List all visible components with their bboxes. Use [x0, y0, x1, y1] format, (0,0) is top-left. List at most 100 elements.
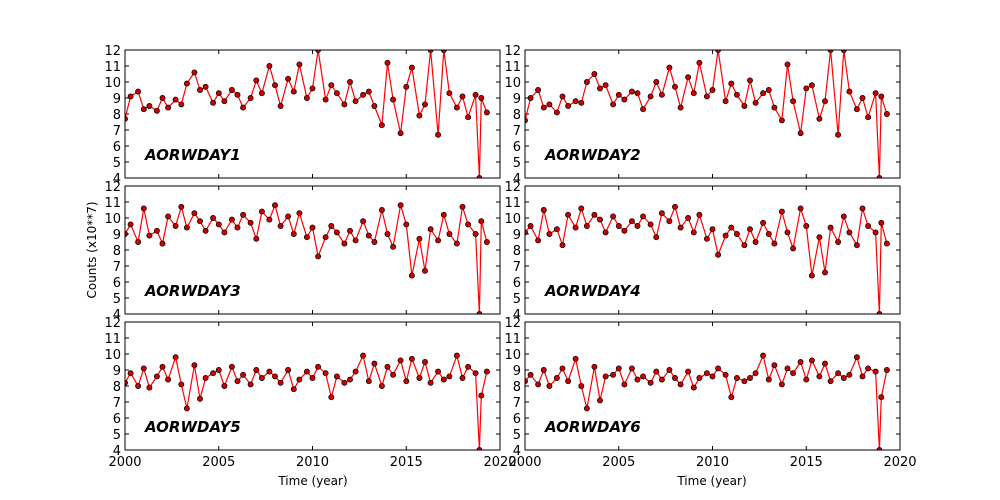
data-point [583, 79, 590, 85]
data-point [140, 205, 147, 212]
data-point [859, 205, 866, 212]
x-tick-label: 2020 [883, 455, 916, 470]
data-point [540, 207, 547, 213]
data-point [127, 221, 134, 228]
data-point [290, 386, 297, 393]
y-tick-label: 7 [513, 396, 521, 411]
data-point [191, 362, 198, 369]
data-point [846, 371, 853, 378]
data-point [328, 394, 335, 401]
data-point [765, 231, 772, 237]
y-tick-label: 6 [113, 276, 121, 291]
y-tick-label: 6 [513, 276, 521, 291]
data-point [653, 234, 660, 241]
data-point [465, 221, 472, 228]
data-point [459, 375, 466, 381]
data-point [309, 85, 316, 92]
y-tick-label: 8 [513, 108, 521, 123]
series-group [525, 203, 890, 314]
data-point [546, 383, 553, 389]
data-point [658, 376, 665, 383]
data-point [685, 368, 692, 375]
data-point [527, 95, 534, 101]
data-point [760, 219, 767, 226]
data-point [215, 90, 222, 97]
plot-frame [524, 321, 901, 451]
data-point [427, 226, 434, 233]
y-tick-label: 8 [113, 244, 121, 259]
data-point [803, 223, 810, 229]
data-point [621, 227, 628, 234]
data-point [790, 98, 797, 105]
y-tick-label: 9 [513, 228, 521, 243]
data-point [696, 59, 703, 66]
data-point [747, 77, 753, 84]
data-point [397, 130, 404, 137]
data-point [572, 98, 579, 105]
data-point [202, 83, 209, 90]
y-tick-label: 12 [104, 44, 121, 59]
y-tick-label: 7 [113, 260, 121, 275]
data-point [303, 95, 310, 101]
data-point [172, 354, 179, 361]
data-point [446, 373, 453, 380]
data-point [178, 203, 185, 210]
data-point [578, 383, 585, 389]
data-point [615, 365, 622, 372]
data-point [535, 237, 542, 244]
data-point [483, 239, 490, 245]
x-tick-label: 2005 [602, 455, 635, 470]
data-point [709, 373, 716, 380]
y-tick-label: 5 [113, 292, 121, 307]
data-point [733, 231, 740, 237]
y-tick-label: 7 [113, 124, 121, 139]
data-point [722, 371, 729, 378]
data-point [640, 373, 647, 380]
data-point [715, 365, 722, 372]
y-tick-label: 4 [513, 172, 521, 187]
data-point [153, 373, 160, 380]
data-point [459, 203, 466, 210]
data-point [422, 101, 428, 108]
data-point [578, 99, 585, 106]
y-tick-label: 7 [513, 124, 521, 139]
data-point [202, 375, 209, 381]
data-point [835, 239, 842, 245]
y-tick-label: 4 [113, 172, 121, 187]
data-point [653, 79, 660, 85]
data-point [733, 91, 740, 98]
data-point [228, 216, 235, 223]
data-point [290, 88, 297, 95]
data-point [328, 223, 335, 229]
data-point [803, 85, 810, 92]
y-tick-label: 11 [504, 332, 521, 347]
data-point [878, 219, 885, 226]
data-point [408, 272, 415, 279]
y-tick-label: 12 [504, 44, 521, 59]
data-point [647, 379, 654, 386]
data-point [371, 360, 378, 367]
data-point [315, 253, 322, 260]
y-tick-label: 5 [113, 428, 121, 443]
y-tick-label: 11 [104, 332, 121, 347]
data-point [266, 63, 273, 69]
data-point [610, 213, 617, 220]
y-tick-label: 5 [513, 428, 521, 443]
data-point [397, 357, 404, 364]
data-point [135, 383, 142, 389]
data-point [197, 87, 203, 93]
data-point [191, 69, 198, 76]
data-point [703, 93, 710, 100]
data-point [378, 122, 385, 129]
data-point [540, 367, 547, 373]
y-tick-label: 11 [104, 60, 121, 75]
x-tick-label: 2010 [296, 455, 329, 470]
data-point [183, 224, 190, 231]
data-point [178, 381, 185, 388]
panel-title: AORWDAY2 [544, 146, 641, 164]
data-point [808, 272, 815, 279]
data-point [709, 226, 716, 233]
data-point [565, 103, 572, 109]
panels-group: 456789101112AORWDAY1456789101112AORWDAY2… [104, 44, 916, 470]
